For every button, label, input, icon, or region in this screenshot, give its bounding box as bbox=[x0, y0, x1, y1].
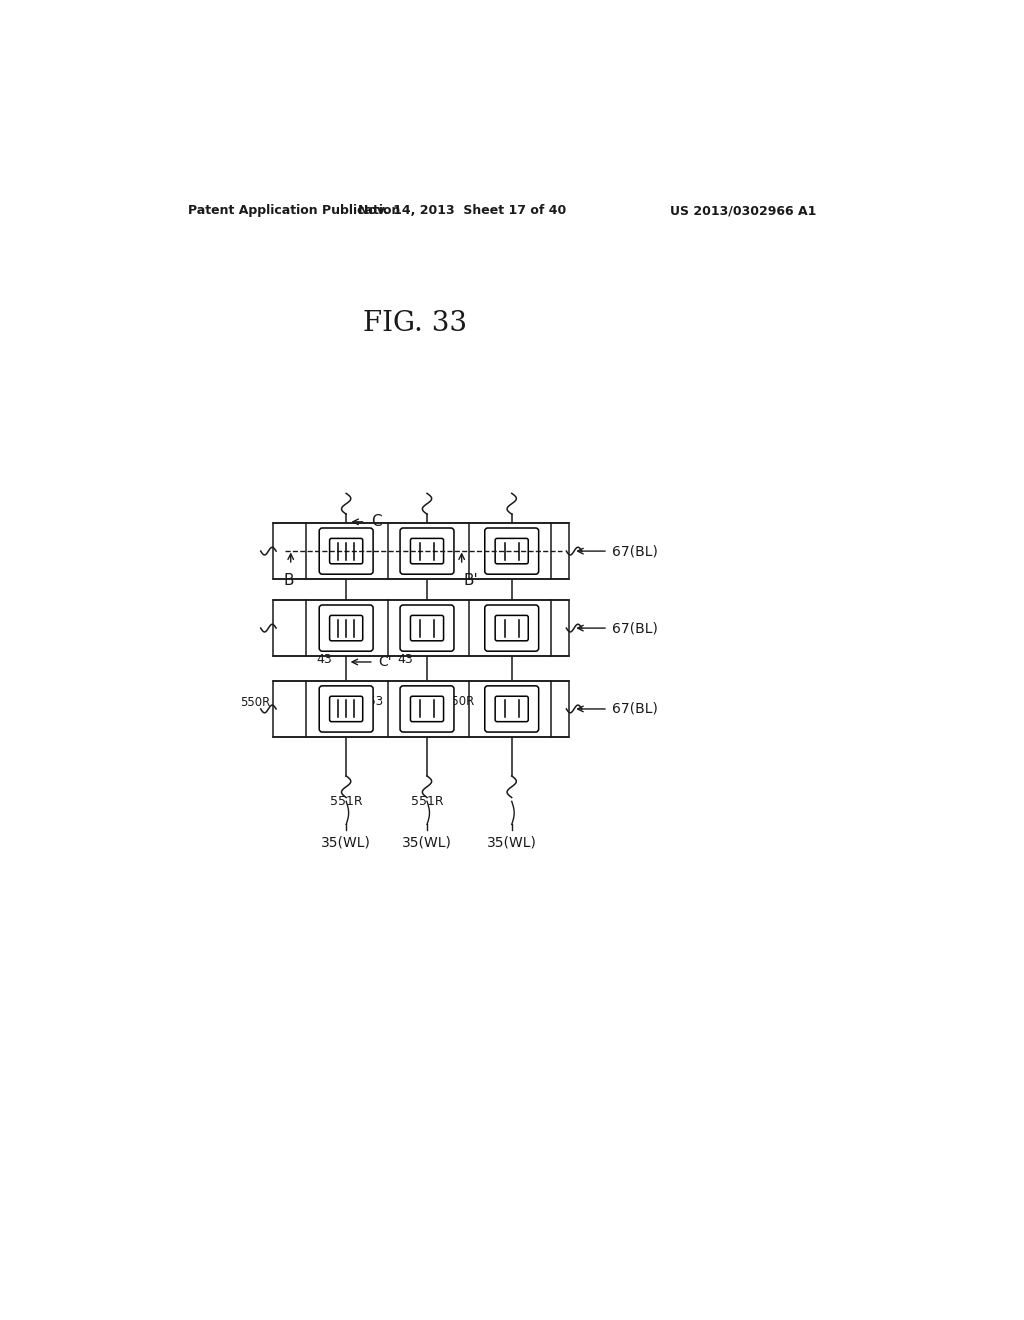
Text: B': B' bbox=[463, 573, 478, 587]
FancyBboxPatch shape bbox=[319, 686, 373, 733]
FancyBboxPatch shape bbox=[400, 605, 454, 651]
FancyBboxPatch shape bbox=[496, 696, 528, 722]
Bar bbox=[273, 681, 569, 737]
FancyBboxPatch shape bbox=[484, 686, 539, 733]
FancyBboxPatch shape bbox=[330, 539, 362, 564]
Text: 550R: 550R bbox=[241, 696, 270, 709]
FancyBboxPatch shape bbox=[496, 615, 528, 640]
Text: 67(BL): 67(BL) bbox=[611, 702, 657, 715]
Text: 553: 553 bbox=[361, 694, 384, 708]
FancyBboxPatch shape bbox=[319, 528, 373, 574]
FancyBboxPatch shape bbox=[330, 615, 362, 640]
Text: C: C bbox=[371, 515, 381, 529]
FancyBboxPatch shape bbox=[484, 528, 539, 574]
FancyBboxPatch shape bbox=[411, 696, 443, 722]
Text: 551R: 551R bbox=[330, 795, 362, 808]
FancyBboxPatch shape bbox=[400, 528, 454, 574]
FancyBboxPatch shape bbox=[411, 539, 443, 564]
Text: 67(BL): 67(BL) bbox=[611, 544, 657, 558]
Text: 550R: 550R bbox=[444, 694, 474, 708]
FancyBboxPatch shape bbox=[400, 686, 454, 733]
FancyBboxPatch shape bbox=[411, 615, 443, 640]
Text: 551R: 551R bbox=[411, 795, 443, 808]
Text: Patent Application Publication: Patent Application Publication bbox=[188, 205, 400, 218]
Text: 67(BL): 67(BL) bbox=[611, 622, 657, 635]
FancyBboxPatch shape bbox=[484, 605, 539, 651]
Bar bbox=[273, 601, 569, 656]
Text: FIG. 33: FIG. 33 bbox=[364, 310, 468, 338]
Text: 43: 43 bbox=[397, 653, 413, 667]
Text: 43: 43 bbox=[316, 653, 333, 667]
Text: B: B bbox=[284, 573, 295, 587]
Text: Nov. 14, 2013  Sheet 17 of 40: Nov. 14, 2013 Sheet 17 of 40 bbox=[357, 205, 566, 218]
Text: 35(WL): 35(WL) bbox=[486, 836, 537, 850]
Text: C': C' bbox=[379, 655, 392, 669]
Text: 35(WL): 35(WL) bbox=[322, 836, 371, 850]
Text: 553: 553 bbox=[413, 709, 435, 722]
Text: US 2013/0302966 A1: US 2013/0302966 A1 bbox=[670, 205, 816, 218]
Bar bbox=[273, 524, 569, 578]
Text: 35(WL): 35(WL) bbox=[402, 836, 452, 850]
FancyBboxPatch shape bbox=[330, 696, 362, 722]
FancyBboxPatch shape bbox=[496, 539, 528, 564]
FancyBboxPatch shape bbox=[319, 605, 373, 651]
